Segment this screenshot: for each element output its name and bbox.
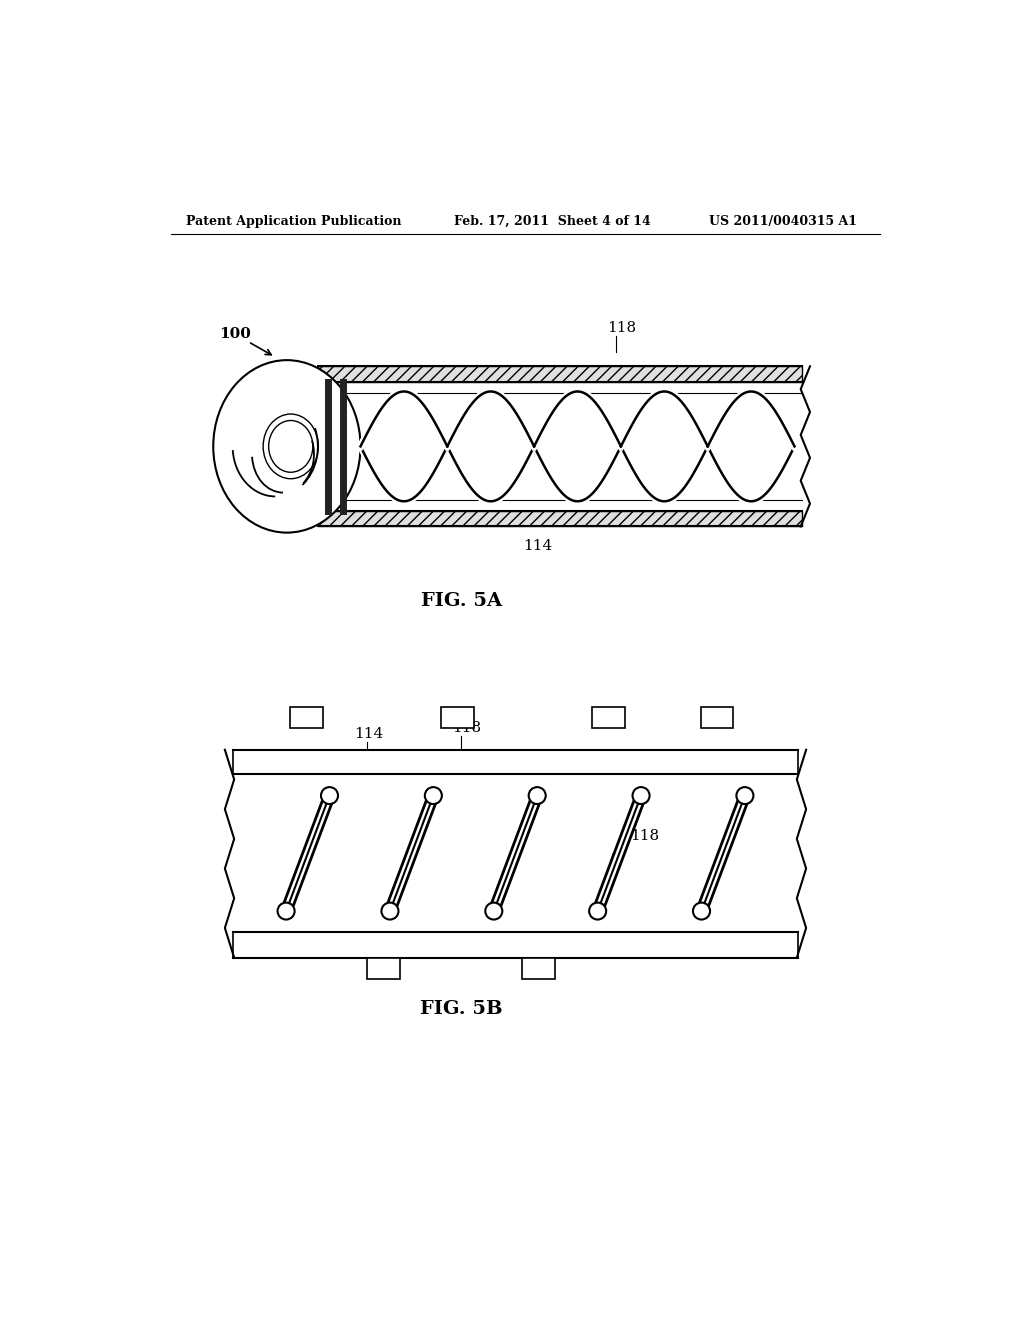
Text: 118: 118 bbox=[452, 721, 481, 735]
Bar bbox=[368, 958, 400, 979]
Ellipse shape bbox=[213, 360, 360, 533]
Text: 100: 100 bbox=[219, 327, 251, 341]
Circle shape bbox=[633, 787, 649, 804]
Text: 118: 118 bbox=[607, 321, 636, 335]
Text: FIG. 5B: FIG. 5B bbox=[420, 1001, 503, 1018]
Text: 114: 114 bbox=[354, 727, 384, 742]
Text: US 2011/0040315 A1: US 2011/0040315 A1 bbox=[710, 215, 857, 228]
Bar bbox=[290, 706, 323, 729]
Bar bbox=[700, 706, 733, 729]
Text: Patent Application Publication: Patent Application Publication bbox=[186, 215, 401, 228]
Bar bbox=[232, 932, 799, 958]
Circle shape bbox=[736, 787, 754, 804]
Bar bbox=[522, 958, 555, 979]
Circle shape bbox=[589, 903, 606, 920]
Circle shape bbox=[693, 903, 710, 920]
Bar bbox=[441, 706, 474, 729]
Text: 118: 118 bbox=[630, 829, 659, 843]
Bar bbox=[592, 706, 625, 729]
Text: 114: 114 bbox=[523, 540, 553, 553]
Circle shape bbox=[425, 787, 442, 804]
Circle shape bbox=[528, 787, 546, 804]
Text: FIG. 5A: FIG. 5A bbox=[421, 593, 502, 610]
Circle shape bbox=[278, 903, 295, 920]
Bar bbox=[232, 750, 799, 775]
Circle shape bbox=[381, 903, 398, 920]
Circle shape bbox=[485, 903, 503, 920]
Bar bbox=[317, 367, 802, 381]
Circle shape bbox=[321, 787, 338, 804]
Bar bbox=[317, 511, 802, 527]
Text: Feb. 17, 2011  Sheet 4 of 14: Feb. 17, 2011 Sheet 4 of 14 bbox=[454, 215, 650, 228]
